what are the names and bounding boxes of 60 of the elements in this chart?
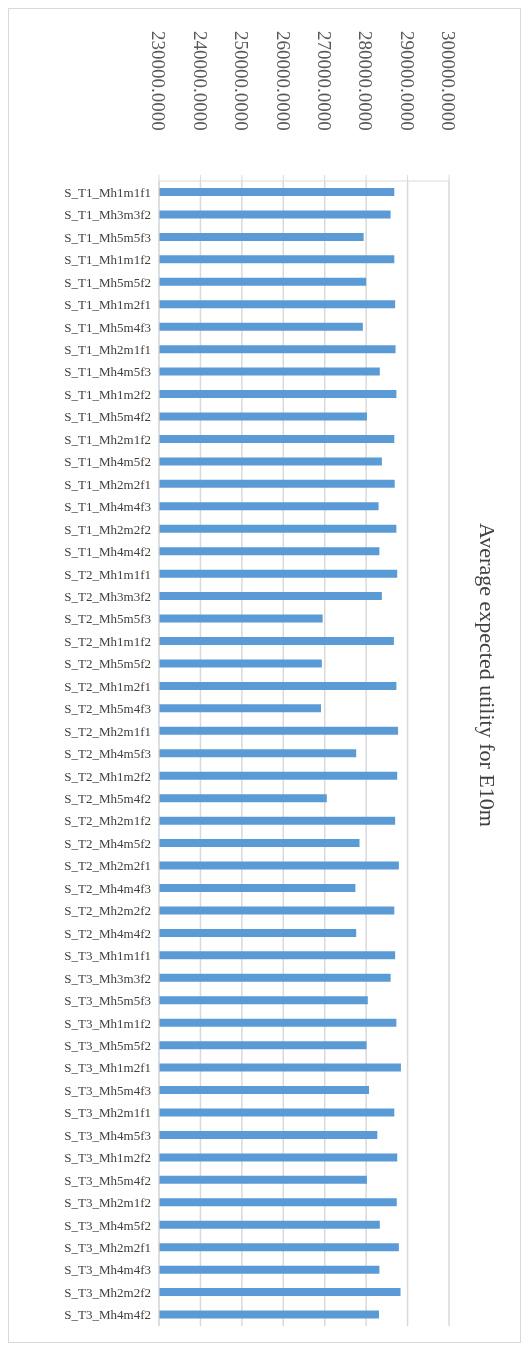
y-tick-label: S_T2_Mh5m5f3 (64, 611, 151, 627)
y-tick-label: S_T2_Mh4m5f3 (64, 746, 151, 762)
y-tick-label: S_T1_Mh2m2f2 (64, 521, 151, 537)
y-tick-label: S_T2_Mh2m1f2 (64, 813, 151, 829)
y-tick-label: S_T3_Mh1m2f2 (64, 1150, 151, 1166)
y-tick-label: S_T3_Mh2m1f2 (64, 1195, 151, 1211)
y-tick-label: S_T1_Mh4m4f2 (64, 544, 151, 560)
y-tick-label: S_T3_Mh4m4f2 (64, 1307, 151, 1323)
y-tick-label: S_T1_Mh5m5f2 (64, 274, 151, 290)
y-tick-label: S_T2_Mh1m2f1 (64, 678, 151, 694)
y-tick-label: S_T1_Mh3m3f2 (64, 207, 151, 223)
y-tick-label: S_T3_Mh1m1f1 (64, 948, 151, 964)
y-tick-label: S_T2_Mh2m1f1 (64, 723, 151, 739)
x-tick-label: 290000.0000 (396, 31, 418, 131)
x-tick-label: 300000.0000 (438, 31, 460, 131)
y-tick-label: S_T1_Mh2m1f1 (64, 342, 151, 357)
y-tick-label: S_T3_Mh1m1f2 (64, 1015, 151, 1031)
y-tick-label: S_T2_Mh4m4f2 (64, 925, 151, 941)
y-tick-label: S_T2_Mh4m4f3 (64, 880, 151, 896)
y-tick-label: S_T1_Mh1m2f2 (64, 386, 151, 402)
y-tick-label: S_T2_Mh5m4f2 (64, 791, 151, 807)
y-tick-label: S_T2_Mh3m3f2 (64, 588, 151, 604)
y-tick-label: S_T3_Mh5m5f3 (64, 993, 151, 1009)
y-tick-label: S_T2_Mh1m1f2 (64, 633, 151, 649)
y-tick-label: S_T1_Mh5m4f2 (64, 409, 151, 425)
y-tick-label: S_T3_Mh2m1f1 (64, 1105, 151, 1121)
y-tick-label: S_T3_Mh4m4f3 (64, 1262, 151, 1278)
x-tick-label: 240000.0000 (189, 31, 211, 131)
y-tick-label: S_T1_Mh5m4f3 (64, 319, 151, 335)
x-tick-label: 230000.0000 (148, 31, 170, 131)
y-tick-label: S_T1_Mh1m1f2 (64, 252, 151, 268)
y-tick-label: S_T3_Mh5m4f3 (64, 1082, 151, 1098)
y-tick-label: S_T1_Mh4m5f3 (64, 364, 151, 380)
y-tick-label: S_T1_Mh5m5f3 (64, 229, 151, 245)
text: Average expected utility for E10m (474, 523, 500, 827)
y-tick-label: S_T3_Mh5m4f2 (64, 1172, 151, 1188)
y-tick-label: S_T3_Mh4m5f3 (64, 1127, 151, 1143)
y-tick-label: S_T2_Mh2m2f1 (64, 858, 151, 874)
y-tick-label: S_T1_Mh2m1f2 (64, 431, 151, 447)
y-tick-label: S_T3_Mh5m5f2 (64, 1037, 151, 1053)
y-tick-label: S_T2_Mh5m4f3 (64, 701, 151, 717)
y-tick-label: S_T1_Mh4m5f2 (64, 454, 151, 470)
y-tick-label: S_T2_Mh1m1f1 (64, 566, 151, 582)
y-tick-label: S_T1_Mh4m4f3 (64, 499, 151, 515)
x-tick-label: 280000.0000 (355, 31, 377, 131)
y-tick-label: S_T3_Mh2m2f2 (64, 1284, 151, 1300)
x-tick-label: 250000.0000 (231, 31, 253, 131)
x-tick-label: 270000.0000 (314, 31, 336, 131)
y-tick-label: S_T3_Mh4m5f2 (64, 1217, 151, 1233)
y-tick-label: S_T2_Mh4m5f2 (64, 835, 151, 851)
y-tick-label: S_T2_Mh5m5f2 (64, 656, 151, 672)
y-tick-label: S_T2_Mh2m2f2 (64, 903, 151, 919)
y-tick-label: S_T3_Mh1m2f1 (64, 1060, 151, 1076)
y-tick-label: S_T2_Mh1m2f2 (64, 768, 151, 784)
y-tick-label: S_T3_Mh2m2f1 (64, 1240, 151, 1256)
y-tick-label: S_T1_Mh2m2f1 (64, 476, 151, 492)
x-tick-label: 260000.0000 (272, 31, 294, 131)
y-tick-label: S_T3_Mh3m3f2 (64, 970, 151, 986)
y-tick-label: S_T1_Mh1m1f1 (64, 184, 151, 200)
y-tick-label: S_T1_Mh1m2f1 (64, 297, 151, 313)
